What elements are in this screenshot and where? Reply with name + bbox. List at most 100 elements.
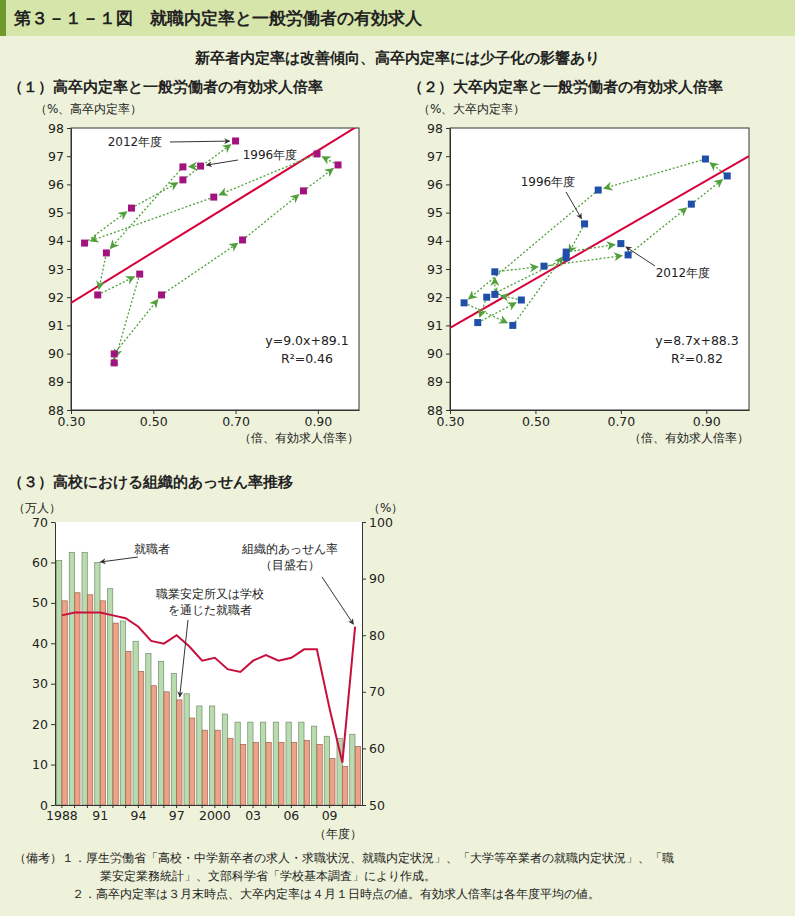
- connector: [110, 170, 180, 249]
- tick-label: 1988: [46, 808, 78, 823]
- tick-label: 96: [427, 177, 443, 192]
- bar: [266, 742, 271, 805]
- point: [518, 297, 525, 304]
- chart: （２）大卒内定率と一般労働者の有効求人倍率8889909192939495969…: [408, 78, 750, 445]
- subtitle: 新卒者内定率は改善傾向、高卒内定率には少子化の影響あり: [194, 49, 600, 66]
- bar: [151, 686, 156, 805]
- bar: [164, 692, 169, 805]
- tick-label: 09: [322, 808, 338, 823]
- tick-label: 50: [32, 595, 48, 610]
- tick-mark: [446, 410, 450, 411]
- bar: [146, 653, 151, 805]
- note: 業安定業務統計」、文部科学省「学校基本調査」により作成。: [100, 869, 436, 883]
- bar: [324, 736, 329, 805]
- connector: [515, 257, 563, 322]
- tick: [74, 805, 75, 808]
- tick-label: 90: [369, 571, 385, 586]
- tick: 03: [245, 805, 261, 823]
- tick-label: 91: [427, 318, 443, 333]
- tick-mark: [87, 805, 88, 808]
- bar: [291, 742, 296, 805]
- tick-mark: [51, 522, 55, 523]
- tick-mark: [304, 805, 305, 808]
- tick: 2000: [199, 805, 231, 823]
- point: [461, 299, 468, 306]
- tick: [342, 805, 343, 808]
- tick-label: 92: [48, 290, 64, 305]
- chart-title: （２）大卒内定率と一般労働者の有効求人倍率: [408, 78, 723, 95]
- tick-mark: [446, 297, 450, 298]
- axis-yticks: 8889909192939495969798: [48, 121, 71, 418]
- tick-label: 90: [427, 346, 443, 361]
- tick: 09: [322, 805, 338, 823]
- series-label: 職業安定所又は学校を通じた就職者: [156, 587, 264, 617]
- tick-mark: [51, 805, 55, 806]
- tick-mark: [51, 643, 55, 644]
- point: [81, 240, 88, 247]
- point: [300, 187, 307, 194]
- tick: 90: [427, 346, 450, 361]
- tick-label: 94: [130, 808, 146, 823]
- tick-mark: [446, 241, 450, 242]
- line: [62, 613, 355, 763]
- series-label-line: 職業安定所又は学校: [156, 587, 264, 601]
- series-label-line: （目盛右）: [260, 558, 320, 572]
- chart-title: （１）高卒内定率と一般労働者の有効求人倍率: [8, 78, 323, 95]
- tick-label: 60: [369, 741, 385, 756]
- tick-mark: [67, 156, 71, 157]
- tick: 91: [427, 318, 450, 333]
- connector: [494, 278, 495, 291]
- tick-mark: [51, 684, 55, 685]
- connector: [88, 212, 127, 241]
- tick-label: 0.70: [222, 414, 250, 429]
- tick-mark: [446, 213, 450, 214]
- point: [94, 291, 101, 298]
- tick: [355, 805, 356, 808]
- connector: [90, 198, 210, 241]
- plot: [71, 128, 359, 366]
- connector: [116, 278, 139, 357]
- tick: [163, 805, 164, 808]
- annotation: 1996年度: [243, 148, 298, 162]
- point: [595, 187, 602, 194]
- point: [617, 240, 624, 247]
- tick-mark: [112, 805, 113, 808]
- tick-mark: [227, 805, 228, 808]
- point: [581, 220, 588, 227]
- axis-xticks: 0.300.500.700.90: [58, 410, 360, 429]
- connector: [246, 195, 299, 238]
- connector: [99, 257, 106, 289]
- tick: [240, 805, 241, 808]
- tick-mark: [362, 522, 366, 523]
- tick: 92: [48, 290, 71, 305]
- tick-label: 97: [48, 149, 64, 164]
- point: [197, 163, 204, 170]
- connector: [569, 227, 583, 252]
- tick: 0.30: [437, 410, 465, 429]
- tick-mark: [67, 325, 71, 326]
- bar: [75, 593, 80, 805]
- tick-mark: [67, 241, 71, 242]
- tick: 0.70: [222, 410, 250, 429]
- tick: [278, 805, 279, 808]
- tick: 97: [169, 805, 185, 823]
- axis-line: [362, 523, 363, 806]
- bar: [95, 562, 100, 805]
- tick-mark: [51, 765, 55, 766]
- point: [210, 194, 217, 201]
- tick-mark: [67, 184, 71, 185]
- tick: 97: [48, 149, 71, 164]
- bar: [107, 589, 112, 805]
- bar: [299, 722, 304, 805]
- connector: [481, 303, 516, 321]
- label-arrow: [322, 577, 353, 624]
- tick-mark: [362, 635, 366, 636]
- annotation: 2012年度: [108, 135, 163, 149]
- point: [128, 205, 135, 212]
- tick-mark: [51, 562, 55, 563]
- tick-label: 0.50: [140, 414, 168, 429]
- tick: [316, 805, 317, 808]
- chart: （１）高卒内定率と一般労働者の有効求人倍率 8889909192939495969…: [8, 78, 360, 445]
- trend-line: [71, 128, 359, 303]
- tick-mark: [67, 269, 71, 270]
